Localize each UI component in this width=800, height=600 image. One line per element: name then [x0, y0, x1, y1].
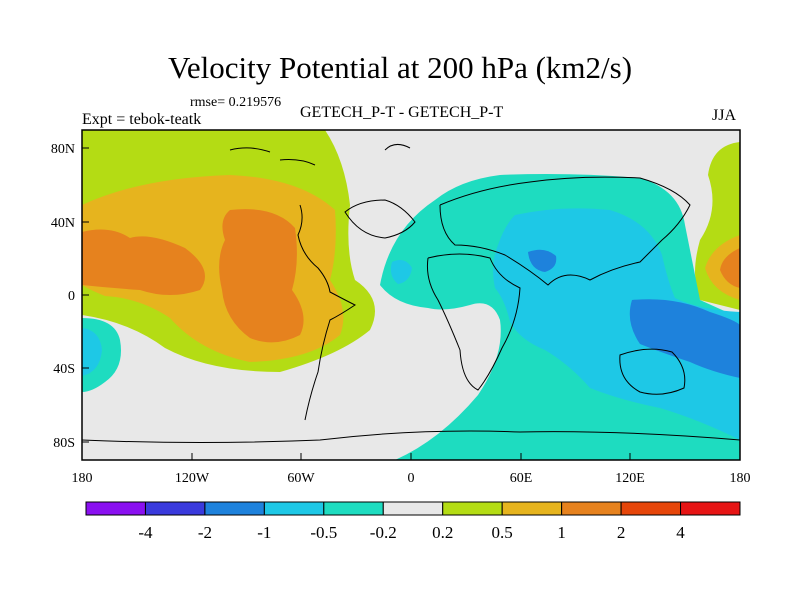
lat-tick-label: 80N — [51, 142, 75, 157]
center-label: GETECH_P-T - GETECH_P-T — [300, 104, 504, 121]
velocity-potential-field — [82, 130, 740, 460]
colorbar-swatch — [561, 501, 622, 516]
colorbar-swatch — [680, 501, 741, 516]
contour-1-to-2-west-a — [82, 229, 205, 295]
lat-tick-label: 80S — [53, 436, 75, 451]
coastline-arctic-islands — [229, 144, 411, 166]
contour-neg0.5-to-neg1-spot — [390, 260, 412, 284]
lon-tick-label: 0 — [408, 471, 415, 486]
lon-tick-label: 120E — [615, 471, 645, 486]
coastline-americas — [297, 204, 356, 421]
season-label: JJA — [712, 107, 737, 124]
colorbar-swatch — [501, 501, 563, 516]
colorbar-label: -2 — [198, 523, 212, 542]
experiment-label: Expt = tebok-teatk — [82, 111, 202, 128]
colorbar-label: 0.2 — [432, 523, 453, 542]
coastline-africa — [427, 253, 521, 391]
coastline-australia — [619, 348, 686, 395]
lon-tick-label: 60E — [510, 471, 533, 486]
colorbar-swatch — [382, 501, 444, 516]
colorbar-swatch — [263, 501, 325, 516]
colorbar-swatch — [323, 501, 384, 516]
colorbar-swatch — [204, 501, 265, 516]
colorbar-swatch — [620, 501, 682, 516]
rmse-label: rmse= 0.219576 — [190, 95, 282, 110]
colorbar-label: 4 — [676, 523, 685, 542]
lat-tick-label: 0 — [68, 289, 75, 304]
coastline-greenland — [344, 199, 416, 239]
colorbar-label: 0.5 — [492, 523, 513, 542]
colorbar-label: 2 — [617, 523, 626, 542]
colorbar-label: -4 — [138, 523, 153, 542]
axis-ticks — [81, 147, 741, 460]
colorbar-label: -0.5 — [310, 523, 337, 542]
colorbar-label: -0.2 — [370, 523, 397, 542]
contour-neg1-to-neg2-b — [629, 299, 740, 378]
lon-tick-label: 180 — [72, 471, 93, 486]
contour-1-to-2-east — [720, 248, 740, 288]
lat-tick-label: 40N — [51, 216, 75, 231]
lon-tick-label: 60W — [287, 471, 315, 486]
lon-tick-label: 180 — [730, 471, 751, 486]
contour-1-to-2-west-b — [219, 209, 304, 343]
contour-neg0.5-to-neg1-southwest — [82, 328, 102, 376]
map-title: Velocity Potential at 200 hPa (km2/s) — [167, 50, 633, 85]
lat-tick-label: 40S — [53, 362, 75, 377]
colorbar-swatch — [144, 501, 206, 516]
coastlines — [82, 144, 740, 443]
colorbar-label: -1 — [257, 523, 271, 542]
coastline-eurasia — [439, 176, 691, 286]
colorbar-swatch — [85, 501, 146, 516]
lon-tick-label: 120W — [175, 471, 210, 486]
contour-neg0.5-to-neg1-east — [493, 208, 740, 440]
colorbar: -4 -2 -1 -0.5 -0.2 0.2 0.5 1 2 4 — [85, 501, 741, 542]
coastline-antarctica — [82, 430, 740, 443]
colorbar-label: 1 — [557, 523, 566, 542]
contour-neg1-to-neg2-a — [528, 249, 557, 272]
colorbar-swatch — [442, 501, 503, 516]
